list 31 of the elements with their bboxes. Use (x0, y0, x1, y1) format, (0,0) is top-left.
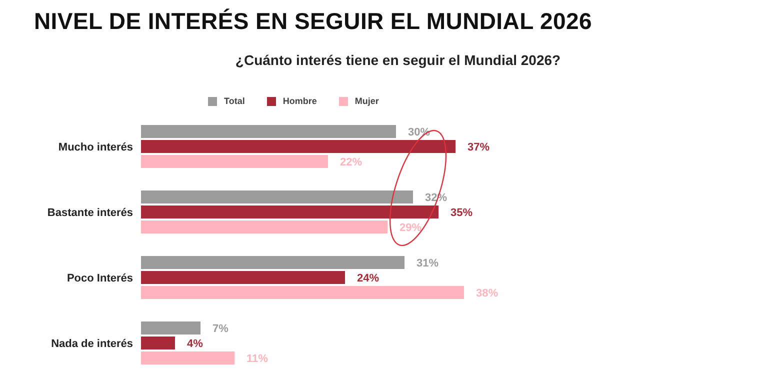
data-label: 7% (212, 322, 229, 335)
legend-label: Hombre (282, 96, 317, 106)
legend-label: Mujer (354, 96, 379, 106)
bar (141, 125, 396, 138)
bar (141, 190, 413, 204)
bar (141, 256, 404, 269)
bar (141, 336, 175, 350)
data-label: 29% (400, 222, 422, 234)
y-tick-label: Bastante interés (47, 207, 133, 220)
chart-title: NIVEL DE INTERÉS EN SEGUIR EL MUNDIAL 2026 (34, 8, 592, 35)
legend-label: Total (224, 96, 245, 106)
data-label: 38% (476, 287, 498, 300)
data-label: 31% (416, 257, 439, 270)
bar (141, 155, 328, 168)
data-label: 11% (246, 352, 268, 365)
bar (141, 206, 438, 218)
data-label: 24% (357, 272, 380, 284)
bar (141, 322, 200, 334)
data-label: 4% (187, 338, 204, 350)
y-tick-label: Mucho interés (58, 142, 133, 154)
bar (141, 140, 456, 153)
bar (141, 220, 388, 234)
y-tick-label: Poco Interés (66, 272, 133, 285)
bar (141, 352, 234, 364)
chart-subtitle: ¿Cuánto interés tiene en seguir el Mundial 2026? (234, 52, 562, 68)
bar (141, 271, 345, 284)
data-label: 35% (450, 206, 473, 219)
bar (141, 286, 464, 299)
data-label: 37% (468, 141, 490, 154)
data-label: 22% (340, 156, 362, 168)
y-tick-label: Nada de interés (51, 338, 133, 350)
